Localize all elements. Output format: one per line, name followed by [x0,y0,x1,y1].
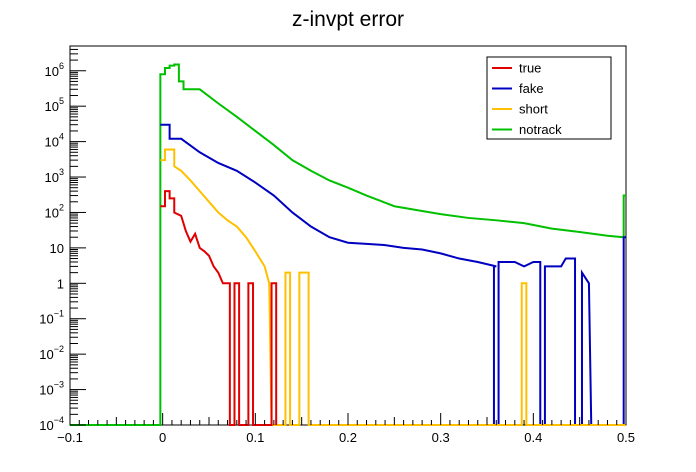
series-layer [70,63,626,426]
y-tick-label: 103 [45,167,64,185]
x-tick-label: 0.3 [432,430,450,445]
legend: true fake short notrack [486,56,612,140]
y-tick-label: 105 [45,96,64,114]
y-tick-label: 10−3 [39,380,64,398]
x-tick-label: −0.1 [57,430,83,445]
x-axis: −0.1 0 0.1 0.2 0.3 0.4 0.5 [57,413,635,445]
y-tick-label: 10−1 [39,309,64,327]
series-line-notrack [70,63,626,426]
y-tick-label: 104 [45,132,64,150]
y-tick-label: 10−4 [39,415,64,433]
y-tick-label: 102 [45,202,64,220]
x-tick-label: 0.2 [339,430,357,445]
x-tick-label: 0.5 [617,430,635,445]
x-tick-label: 0 [159,430,166,445]
series-line-true [160,190,278,426]
x-tick-label: 0.4 [524,430,542,445]
legend-box [486,56,612,140]
x-tick-label: 0.1 [246,430,264,445]
y-tick-label: 10 [50,241,64,256]
legend-label-short: short [519,102,548,117]
legend-label-true: true [519,61,541,76]
y-axis: 10−4 10−3 10−2 10−1 1 10 102 103 104 105 106 [39,45,86,433]
y-tick-label: 1 [57,276,64,291]
chart-title: z-invpt error [292,8,404,31]
y-tick-label: 10−2 [39,344,64,362]
y-tick-label: 106 [45,61,64,79]
series-line-short [160,148,626,426]
legend-label-fake: fake [519,81,544,96]
legend-label-notrack: notrack [519,122,562,137]
